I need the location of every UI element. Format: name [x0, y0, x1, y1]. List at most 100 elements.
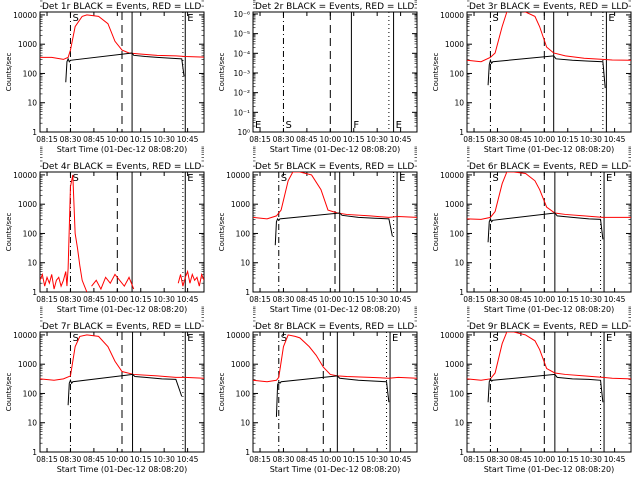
x-axis-label: Start Time (01-Dec-12 08:08:20) — [57, 465, 188, 474]
x-tick-label: 08:15 — [463, 135, 485, 144]
x-tick-label: 08:30 — [60, 455, 82, 464]
y-tick-label: 1000 — [231, 200, 250, 209]
time-marker-label: E — [187, 13, 193, 24]
x-tick-label: 10:00 — [107, 455, 129, 464]
y-tick-label: 10⁻⁴ — [233, 49, 250, 58]
y-tick-label: 1 — [245, 448, 250, 457]
time-marker-label: E — [392, 333, 398, 344]
x-tick-label: 10:15 — [343, 135, 365, 144]
x-axis-label: Start Time (01-Dec-12 08:08:20) — [484, 305, 615, 314]
y-tick-label: 10⁻² — [233, 89, 250, 98]
x-tick-label: 10:15 — [343, 295, 365, 304]
time-marker-label: S — [285, 120, 291, 131]
x-tick-label: 10:00 — [320, 295, 342, 304]
time-marker-label: E — [606, 173, 612, 184]
x-tick-label: 08:45 — [296, 135, 318, 144]
x-tick-label: 10:45 — [604, 455, 626, 464]
y-tick-label: 10⁰ — [237, 128, 250, 137]
y-tick-label: 1 — [459, 448, 464, 457]
chart-title: Det 5r BLACK = Events, RED = LLD — [255, 162, 414, 172]
series-line — [253, 172, 417, 220]
chart-title: Det 3r BLACK = Events, RED = LLD — [469, 2, 628, 12]
x-tick-label: 08:30 — [487, 135, 509, 144]
y-axis-label: Counts/sec — [5, 373, 13, 412]
x-tick-label: 08:30 — [487, 295, 509, 304]
x-tick-label: 10:30 — [153, 135, 175, 144]
y-tick-label: 1000 — [445, 40, 464, 49]
y-tick-label: 10 — [240, 259, 250, 268]
plot-frame — [252, 331, 418, 453]
x-tick-label: 10:30 — [153, 455, 175, 464]
series-line — [467, 12, 631, 63]
y-tick-label: 1000 — [18, 200, 37, 209]
y-tick-label: 1000 — [18, 40, 37, 49]
plot-frame — [466, 11, 632, 133]
chart-title: Det 1r BLACK = Events, RED = LLD — [42, 2, 201, 12]
chart-panel: Det 8r BLACK = Events, RED = LLD Counts/s… — [218, 306, 418, 474]
plot-frame — [252, 11, 418, 133]
series-line — [67, 373, 183, 406]
y-tick-label: 10⁻⁶ — [233, 10, 250, 19]
y-tick-label: 100 — [450, 389, 465, 398]
series-line — [40, 334, 204, 381]
y-tick-label: 10000 — [13, 171, 37, 180]
y-axis-label: Counts/sec — [432, 373, 440, 412]
x-tick-label: 08:30 — [60, 295, 82, 304]
y-tick-label: 10 — [27, 259, 37, 268]
x-tick-label: 10:15 — [557, 455, 579, 464]
y-axis-label: Counts/sec — [5, 53, 13, 92]
time-marker-label: S — [72, 333, 78, 344]
y-tick-label: 100 — [450, 69, 465, 78]
x-axis-label: Start Time (01-Dec-12 08:08:20) — [270, 465, 401, 474]
series-line — [65, 52, 185, 83]
y-tick-label: 1 — [32, 288, 37, 297]
y-tick-label: 10 — [454, 419, 464, 428]
time-marker-label: E — [606, 333, 612, 344]
x-tick-label: 08:45 — [510, 295, 532, 304]
x-tick-label: 10:15 — [557, 135, 579, 144]
x-tick-label: 08:45 — [510, 455, 532, 464]
y-tick-label: 10000 — [440, 331, 464, 340]
x-tick-label: 10:30 — [580, 135, 602, 144]
y-tick-label: 10⁻¹ — [233, 108, 250, 117]
x-tick-label: 08:45 — [83, 455, 105, 464]
y-axis-label: Counts/sec — [218, 373, 226, 412]
series-line — [40, 14, 204, 60]
x-tick-label: 08:30 — [487, 455, 509, 464]
chart-title: Det 7r BLACK = Events, RED = LLD — [42, 322, 201, 332]
y-tick-label: 10000 — [440, 11, 464, 20]
x-tick-label: 08:15 — [249, 295, 271, 304]
chart-panel: Det 1r BLACK = Events, RED = LLD Counts/s… — [5, 0, 205, 154]
series-line — [91, 273, 135, 291]
time-marker-label: S — [281, 173, 287, 184]
chart-panel: Det 9r BLACK = Events, RED = LLD Counts/s… — [432, 306, 632, 474]
y-tick-label: 1000 — [231, 360, 250, 369]
y-tick-label: 10000 — [440, 171, 464, 180]
chart-title: Det 9r BLACK = Events, RED = LLD — [469, 322, 628, 332]
time-marker-label: E — [255, 120, 261, 131]
x-tick-label: 08:15 — [463, 455, 485, 464]
series-line — [487, 55, 606, 89]
x-tick-label: 08:45 — [296, 455, 318, 464]
x-tick-label: 10:00 — [107, 135, 129, 144]
series-line — [253, 334, 417, 383]
plot-frame — [466, 171, 632, 293]
x-tick-label: 10:45 — [604, 295, 626, 304]
chart-panel: Det 3r BLACK = Events, RED = LLD Counts/s… — [432, 0, 632, 154]
x-tick-label: 10:15 — [130, 455, 152, 464]
x-tick-label: 10:00 — [320, 135, 342, 144]
y-axis-label: Counts/sec — [432, 53, 440, 92]
series-line — [467, 172, 631, 220]
x-tick-label: 10:15 — [130, 295, 152, 304]
x-tick-label: 08:45 — [510, 135, 532, 144]
time-marker-label: S — [492, 333, 498, 344]
y-tick-label: 100 — [236, 229, 251, 238]
x-tick-label: 08:15 — [249, 135, 271, 144]
x-tick-label: 10:45 — [390, 455, 412, 464]
time-marker-label: E — [187, 333, 193, 344]
x-tick-label: 10:00 — [320, 455, 342, 464]
y-tick-label: 100 — [23, 389, 38, 398]
x-tick-label: 10:15 — [130, 135, 152, 144]
x-tick-label: 10:45 — [604, 135, 626, 144]
y-axis-label: Counts/sec — [218, 53, 226, 92]
